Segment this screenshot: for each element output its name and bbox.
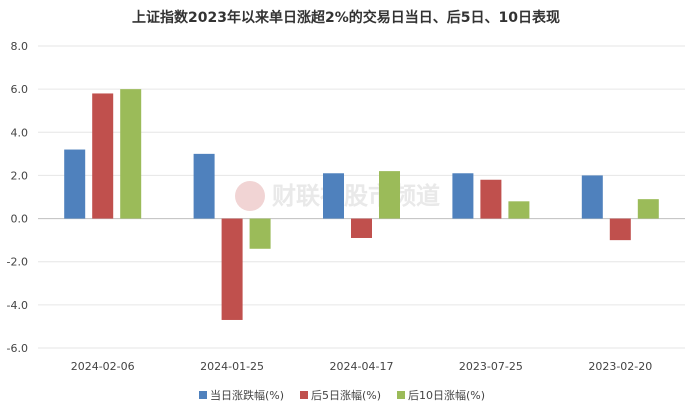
legend: 当日涨跌幅(%) 后5日涨幅(%) 后10日涨幅(%) xyxy=(199,388,485,402)
watermark-logo-icon xyxy=(235,181,265,211)
y-tick-label: -4.0 xyxy=(7,299,28,312)
legend-swatch xyxy=(300,391,308,399)
y-axis-ticks: 8.0 6.0 4.0 2.0 0.0 -2.0 -4.0 -6.0 xyxy=(7,40,28,355)
y-tick-label: -6.0 xyxy=(7,342,28,355)
x-axis-ticks: 2024-02-06 2024-01-25 2024-04-17 2023-07-25… xyxy=(71,360,653,373)
x-tick-label: 2024-02-06 xyxy=(71,360,135,373)
x-tick-label: 2023-02-20 xyxy=(588,360,652,373)
bar xyxy=(452,173,474,219)
legend-label: 当日涨跌幅(%) xyxy=(210,388,284,402)
bar xyxy=(64,149,86,219)
watermark: 财联社股市频道 xyxy=(235,181,440,211)
legend-swatch xyxy=(199,391,207,399)
y-tick-label: 6.0 xyxy=(11,83,29,96)
bar xyxy=(581,175,603,219)
bar xyxy=(323,173,344,219)
bar xyxy=(221,218,243,320)
y-tick-label: 8.0 xyxy=(11,40,29,53)
bar xyxy=(249,218,271,249)
bar xyxy=(92,93,114,219)
x-tick-label: 2023-07-25 xyxy=(459,360,523,373)
bar xyxy=(379,171,400,219)
bar xyxy=(193,153,215,219)
y-tick-label: -2.0 xyxy=(7,256,28,269)
legend-label: 后10日涨幅(%) xyxy=(408,389,485,402)
y-tick-label: 2.0 xyxy=(11,169,29,182)
y-tick-label: 0.0 xyxy=(11,213,29,226)
bar xyxy=(609,218,631,241)
watermark-text: 财联社股市频道 xyxy=(272,182,440,210)
bar xyxy=(351,218,372,238)
bars xyxy=(64,89,659,320)
grid-lines xyxy=(38,45,685,349)
legend-swatch xyxy=(397,391,405,399)
bar xyxy=(120,89,142,219)
x-tick-label: 2024-04-17 xyxy=(330,360,394,373)
chart-title: 上证指数2023年以来单日涨超2%的交易日当日、后5日、10日表现 xyxy=(132,9,560,26)
bar xyxy=(480,179,502,219)
x-tick-label: 2024-01-25 xyxy=(200,360,264,373)
legend-label: 后5日涨幅(%) xyxy=(311,389,381,402)
bar xyxy=(508,201,530,219)
y-tick-label: 4.0 xyxy=(11,126,29,139)
bar xyxy=(637,199,659,219)
